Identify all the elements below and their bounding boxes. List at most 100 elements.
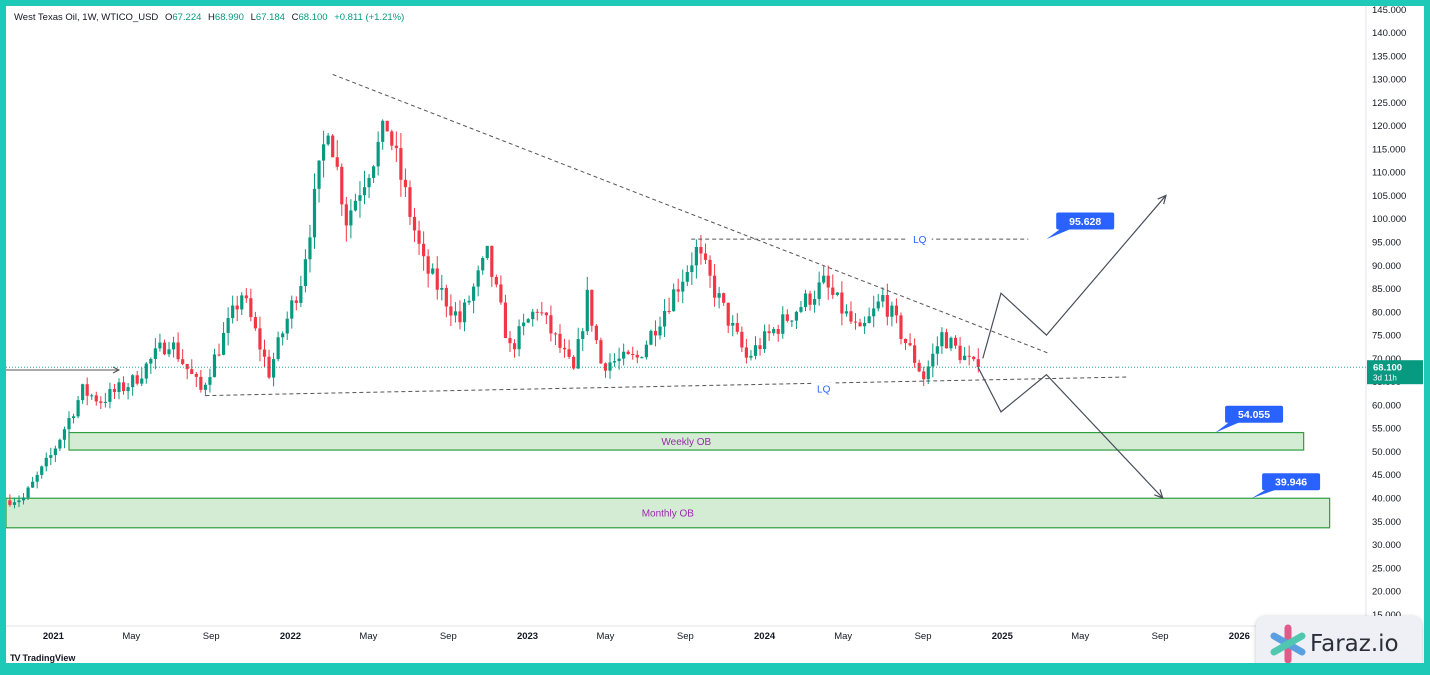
candle-body[interactable] bbox=[131, 375, 135, 388]
candle-body[interactable] bbox=[722, 293, 726, 303]
candle-body[interactable] bbox=[822, 275, 826, 283]
bearish-path[interactable] bbox=[977, 367, 1164, 499]
candle-body[interactable] bbox=[717, 293, 721, 298]
candle-body[interactable] bbox=[853, 321, 858, 323]
candle-body[interactable] bbox=[844, 311, 849, 314]
candle-body[interactable] bbox=[490, 245, 494, 277]
candle-body[interactable] bbox=[344, 204, 348, 226]
candle-body[interactable] bbox=[135, 375, 139, 384]
candle-body[interactable] bbox=[963, 355, 967, 361]
candle-body[interactable] bbox=[826, 275, 830, 288]
candle-body[interactable] bbox=[894, 305, 899, 316]
candle-body[interactable] bbox=[599, 340, 603, 364]
candle-body[interactable] bbox=[203, 384, 207, 390]
candle-body[interactable] bbox=[17, 500, 21, 503]
candle-body[interactable] bbox=[935, 346, 939, 354]
candle-body[interactable] bbox=[617, 358, 621, 362]
candle-body[interactable] bbox=[553, 333, 558, 335]
candle-body[interactable] bbox=[872, 308, 876, 317]
candle-body[interactable] bbox=[858, 322, 862, 327]
candle-body[interactable] bbox=[112, 389, 117, 393]
candle-body[interactable] bbox=[467, 300, 471, 303]
candle-body[interactable] bbox=[108, 389, 112, 402]
candle-body[interactable] bbox=[167, 349, 171, 355]
candle-body[interactable] bbox=[612, 361, 617, 363]
candle-body[interactable] bbox=[658, 326, 662, 336]
candle-body[interactable] bbox=[271, 359, 276, 378]
candle-body[interactable] bbox=[12, 502, 17, 505]
candle-body[interactable] bbox=[199, 376, 203, 390]
candle-body[interactable] bbox=[94, 395, 98, 402]
candle-body[interactable] bbox=[31, 481, 35, 488]
candle-body[interactable] bbox=[276, 337, 280, 360]
candle-body[interactable] bbox=[562, 347, 567, 350]
candle-body[interactable] bbox=[831, 287, 835, 295]
candle-body[interactable] bbox=[290, 300, 294, 319]
candle-body[interactable] bbox=[340, 166, 344, 205]
candle-body[interactable] bbox=[758, 345, 762, 350]
candle-body[interactable] bbox=[967, 355, 971, 357]
candle-body[interactable] bbox=[749, 355, 753, 358]
candle-body[interactable] bbox=[99, 401, 103, 403]
candle-body[interactable] bbox=[417, 230, 421, 244]
candle-body[interactable] bbox=[444, 287, 448, 307]
candle-body[interactable] bbox=[171, 342, 176, 350]
candle-body[interactable] bbox=[253, 317, 257, 329]
price-callout-box[interactable] bbox=[1225, 405, 1284, 423]
candle-body[interactable] bbox=[40, 466, 44, 475]
candle-body[interactable] bbox=[385, 120, 389, 132]
candle-body[interactable] bbox=[53, 448, 57, 456]
order-block-zone[interactable] bbox=[6, 497, 1331, 529]
ascending-support-line[interactable] bbox=[205, 376, 1129, 397]
candle-body[interactable] bbox=[863, 322, 867, 327]
price-callout-box[interactable] bbox=[1056, 212, 1115, 230]
candle-body[interactable] bbox=[26, 487, 30, 498]
candle-body[interactable] bbox=[221, 332, 226, 355]
candle-body[interactable] bbox=[740, 331, 744, 348]
candle-body[interactable] bbox=[35, 474, 39, 482]
candle-body[interactable] bbox=[185, 363, 189, 370]
candle-body[interactable] bbox=[485, 245, 489, 258]
candle-body[interactable] bbox=[499, 284, 503, 303]
candle-body[interactable] bbox=[331, 135, 335, 158]
candle-body[interactable] bbox=[299, 285, 303, 303]
candle-body[interactable] bbox=[712, 275, 717, 298]
candle-body[interactable] bbox=[162, 342, 167, 355]
price-chart[interactable]: 145.000 140.000 135.000 130.000 125.000 120.0… bbox=[6, 6, 1424, 663]
candle-body[interactable] bbox=[885, 295, 889, 317]
candle-body[interactable] bbox=[813, 298, 817, 305]
candle-body[interactable] bbox=[567, 349, 571, 357]
candle-body[interactable] bbox=[249, 298, 253, 318]
candle-body[interactable] bbox=[190, 369, 194, 374]
candle-body[interactable] bbox=[540, 312, 544, 314]
candle-body[interactable] bbox=[462, 302, 467, 323]
candle-body[interactable] bbox=[913, 345, 917, 363]
candle-body[interactable] bbox=[594, 325, 598, 341]
candle-body[interactable] bbox=[49, 455, 53, 458]
candle-body[interactable] bbox=[322, 144, 326, 161]
candle-body[interactable] bbox=[958, 345, 962, 361]
candle-body[interactable] bbox=[640, 357, 644, 359]
bullish-path[interactable] bbox=[982, 195, 1167, 359]
candle-body[interactable] bbox=[544, 312, 548, 316]
candle-body[interactable] bbox=[522, 322, 526, 327]
candle-body[interactable] bbox=[390, 131, 394, 146]
candle-body[interactable] bbox=[867, 316, 871, 323]
candle-body[interactable] bbox=[422, 243, 426, 257]
candle-body[interactable] bbox=[572, 356, 576, 369]
candle-body[interactable] bbox=[649, 330, 653, 345]
candle-body[interactable] bbox=[585, 289, 589, 332]
candle-body[interactable] bbox=[208, 377, 212, 385]
candle-body[interactable] bbox=[44, 457, 48, 467]
candle-body[interactable] bbox=[258, 328, 262, 350]
candle-body[interactable] bbox=[144, 363, 148, 379]
candle-body[interactable] bbox=[917, 362, 921, 372]
candle-body[interactable] bbox=[303, 259, 307, 286]
candle-body[interactable] bbox=[226, 318, 230, 333]
candle-body[interactable] bbox=[262, 349, 267, 357]
candle-body[interactable] bbox=[372, 166, 376, 178]
candle-body[interactable] bbox=[667, 310, 671, 312]
candle-body[interactable] bbox=[517, 326, 521, 350]
candle-body[interactable] bbox=[876, 301, 880, 309]
candle-body[interactable] bbox=[508, 338, 512, 344]
